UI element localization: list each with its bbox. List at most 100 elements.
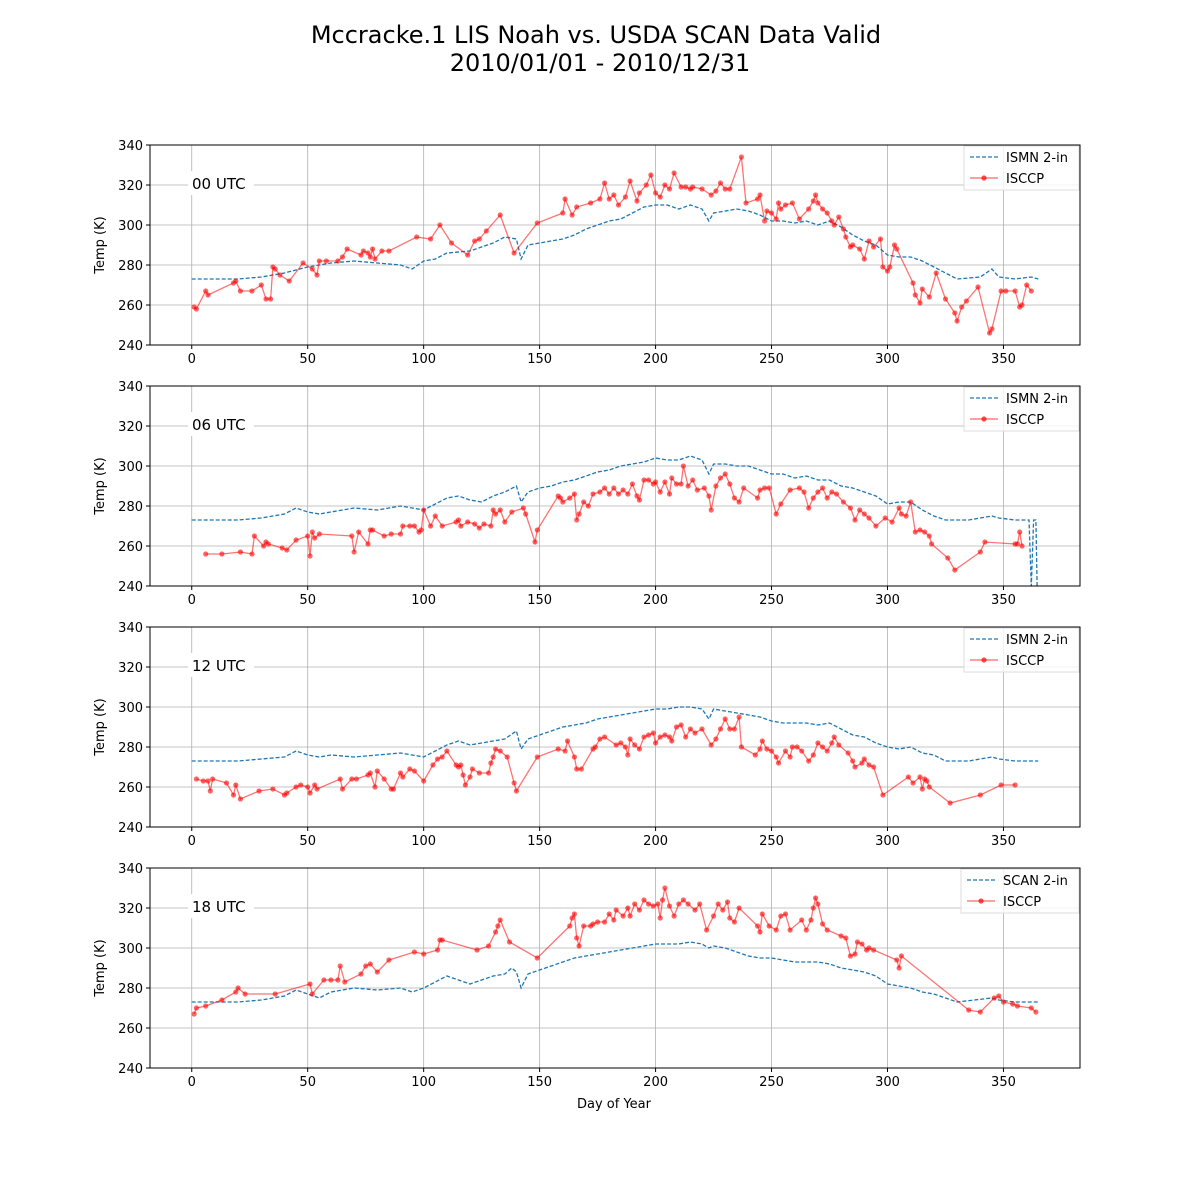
legend-marker-obs: [978, 898, 984, 904]
data-point: [636, 190, 643, 196]
x-tick-label: 0: [188, 1075, 196, 1090]
data-point: [574, 935, 580, 941]
data-point: [504, 754, 510, 760]
data-point: [625, 491, 631, 497]
data-point: [448, 240, 455, 246]
data-point: [353, 776, 359, 782]
panel-label-box: [188, 894, 254, 918]
legend-box: [963, 627, 1080, 673]
data-point: [850, 242, 856, 248]
data-point: [476, 770, 482, 776]
data-point: [625, 905, 631, 911]
data-point: [764, 208, 770, 214]
x-tick-label: 200: [643, 1075, 668, 1090]
data-point: [646, 901, 652, 907]
data-point: [495, 923, 501, 929]
data-point: [437, 222, 443, 228]
data-point: [511, 250, 517, 256]
data-point: [506, 939, 513, 945]
data-point: [571, 754, 578, 760]
data-point: [912, 292, 918, 298]
series-line-0: [191, 455, 1038, 586]
data-point: [193, 306, 199, 312]
data-point: [840, 499, 847, 505]
data-point: [685, 483, 691, 489]
data-point: [205, 292, 211, 298]
data-point: [602, 485, 608, 491]
data-point: [1010, 1001, 1016, 1007]
panel-label-box: [188, 653, 254, 677]
data-point: [806, 505, 812, 511]
data-point: [659, 897, 666, 903]
data-point: [678, 481, 684, 487]
data-point: [743, 200, 749, 206]
series-line-1: [193, 156, 1032, 335]
data-point: [615, 491, 622, 497]
data-point: [407, 766, 413, 772]
x-tick-label: 200: [643, 593, 668, 608]
data-point: [488, 523, 494, 529]
data-point: [560, 499, 566, 505]
data-point: [641, 734, 647, 740]
data-point: [866, 238, 872, 244]
data-point: [606, 911, 612, 917]
data-point: [877, 236, 884, 242]
data-point: [910, 780, 916, 786]
data-point: [458, 523, 464, 529]
data-point: [428, 236, 434, 242]
data-point: [697, 901, 703, 907]
data-point: [815, 901, 821, 907]
data-point: [738, 744, 745, 750]
legend-entry: ISCCP: [1003, 895, 1041, 910]
data-point: [571, 491, 578, 497]
data-point: [493, 929, 499, 935]
data-point: [629, 481, 636, 487]
data-point: [759, 911, 765, 917]
data-point: [836, 742, 842, 748]
data-point: [465, 252, 471, 258]
data-point: [574, 766, 580, 772]
data-point: [894, 957, 900, 963]
data-point: [1014, 1003, 1021, 1009]
data-point: [650, 903, 656, 909]
data-point: [363, 963, 369, 969]
y-tick-label: 340: [118, 862, 143, 877]
data-point: [801, 489, 807, 495]
data-point: [987, 330, 993, 336]
data-point: [887, 264, 893, 270]
data-point: [611, 485, 617, 491]
data-point: [339, 254, 346, 260]
data-point: [567, 923, 573, 929]
data-point: [284, 547, 290, 553]
data-point: [314, 272, 320, 278]
data-point: [666, 186, 673, 192]
legend-entry: ISCCP: [1006, 413, 1044, 428]
data-point: [272, 266, 278, 272]
y-tick-label: 300: [118, 701, 143, 716]
data-point: [595, 919, 601, 925]
data-point: [270, 786, 276, 792]
data-point: [293, 537, 299, 543]
data-point: [370, 246, 376, 252]
data-point: [782, 748, 789, 754]
data-point: [397, 531, 404, 537]
data-point: [764, 746, 770, 752]
data-point: [852, 951, 858, 957]
panel-label-box: [188, 171, 254, 195]
y-tick-label: 260: [118, 1022, 143, 1037]
y-axis-label: Temp (K): [93, 457, 108, 515]
panel-label: 06 UTC: [192, 416, 246, 434]
data-point: [486, 770, 492, 776]
data-point: [488, 760, 494, 766]
data-point: [316, 531, 322, 537]
data-point: [386, 957, 392, 963]
data-point: [337, 776, 343, 782]
data-point: [349, 533, 355, 539]
x-tick-label: 250: [759, 593, 784, 608]
data-point: [945, 555, 951, 561]
data-point: [358, 252, 364, 258]
data-point: [388, 531, 394, 537]
data-point: [736, 714, 742, 720]
data-point: [815, 200, 821, 206]
